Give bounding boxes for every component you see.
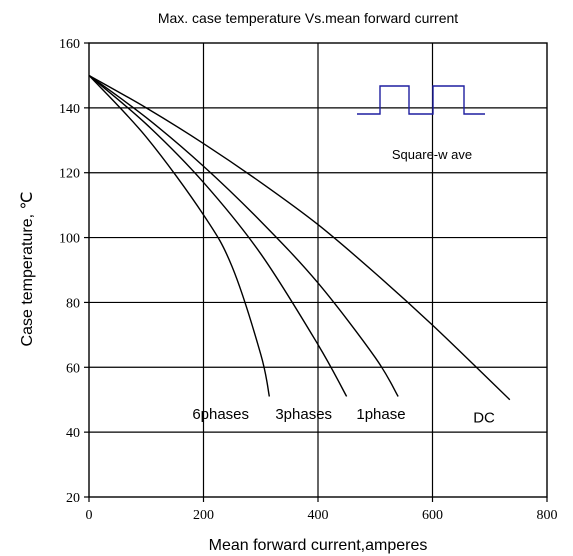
y-tick-label: 60 [66,361,80,376]
x-tick-label: 0 [86,508,93,523]
y-tick-label: 80 [66,296,80,311]
chart-title: Max. case temperature Vs.mean forward cu… [158,10,458,26]
square-wave-label: Square-w ave [392,147,472,162]
y-tick-label: 160 [59,37,80,52]
series-lines [88,74,511,401]
x-axis-label: Mean forward current,amperes [209,537,428,554]
x-tick-label: 600 [422,508,443,523]
series-line-3phases [88,74,348,397]
square-wave-icon [357,85,485,115]
y-tick-labels: 20 40 60 80 100 120 140 160 [59,37,89,506]
x-tick-label: 200 [193,508,214,523]
curve-label-3phases: 3phases [275,406,332,423]
y-tick-label: 20 [66,491,80,506]
x-tick-labels: 0 200 400 600 800 [86,497,558,523]
curve-label-dc: DC [473,409,495,426]
curve-label-1phase: 1phase [356,406,405,423]
series-line-6phases [88,74,271,397]
y-axis-label: Case temperature, ℃ [19,192,36,347]
y-tick-label: 120 [59,167,80,182]
series-line-1phase [88,74,399,397]
grid [89,43,547,497]
series-line-dc [88,74,511,401]
x-tick-label: 800 [537,508,558,523]
x-tick-label: 400 [308,508,329,523]
square-wave-inset: Square-w ave [357,85,485,162]
y-tick-label: 100 [59,232,80,247]
y-tick-label: 140 [59,102,80,117]
curve-label-6phases: 6phases [192,406,249,423]
y-tick-label: 40 [66,426,80,441]
curve-labels: 6phases 3phases 1phase DC [192,406,495,426]
